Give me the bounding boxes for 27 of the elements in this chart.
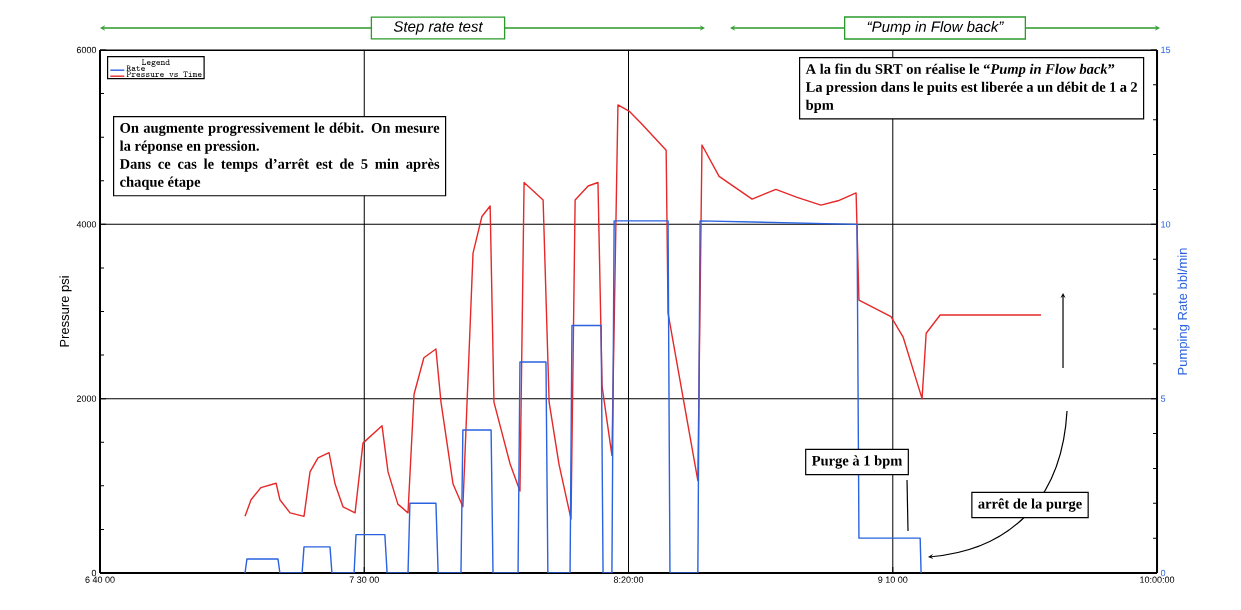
- y-tick-label: 4000: [76, 221, 97, 228]
- x-tick-label: 7 30 00: [349, 576, 379, 583]
- text: “Pump in Flow back”: [867, 21, 1004, 35]
- annotation: A la fin du SRT on réalise le “Pump in Flow back”: [805, 63, 1115, 77]
- y-tick-label: 6000: [76, 46, 97, 54]
- annotation: Dans ce cas le temps d’arrêt est de 5 min après chaque étape: [119, 158, 440, 190]
- legend-label: Pressure vs Time: [126, 71, 202, 77]
- annotation: arrêt de la purge: [978, 498, 1082, 512]
- y2-axis-title: Pumping Rate bbl/min: [1177, 248, 1190, 375]
- y-tick-label: 2000: [76, 395, 97, 402]
- y2-tick-label: 15: [1161, 46, 1171, 54]
- annotation: On augmente progressivement le débit. On mesure la réponse en pression.: [119, 122, 440, 154]
- y-tick-label: 0: [91, 569, 97, 577]
- x-tick-label: 6 40 00: [85, 576, 115, 583]
- x-tick-label: 8:20:00: [613, 576, 644, 583]
- text: Step rate test: [393, 21, 484, 35]
- y2-tick-label: 5: [1160, 395, 1166, 402]
- y-axis-title: Pressure psi: [59, 276, 72, 347]
- x-tick-label: 9 10 00: [878, 576, 908, 583]
- annotation: La pression dans le puits est liberée a un débit de 1 a 2 bpm: [805, 81, 1137, 113]
- x-tick-label: 10:00:00: [1140, 576, 1175, 583]
- legend-title: Legend: [141, 59, 170, 67]
- line-series: [244, 220, 922, 573]
- y2-tick-label: 0: [1160, 569, 1166, 577]
- legend-label: Rate: [126, 65, 145, 71]
- y2-tick-label: 10: [1161, 221, 1171, 228]
- annotation: Purge à 1 bpm: [811, 455, 903, 469]
